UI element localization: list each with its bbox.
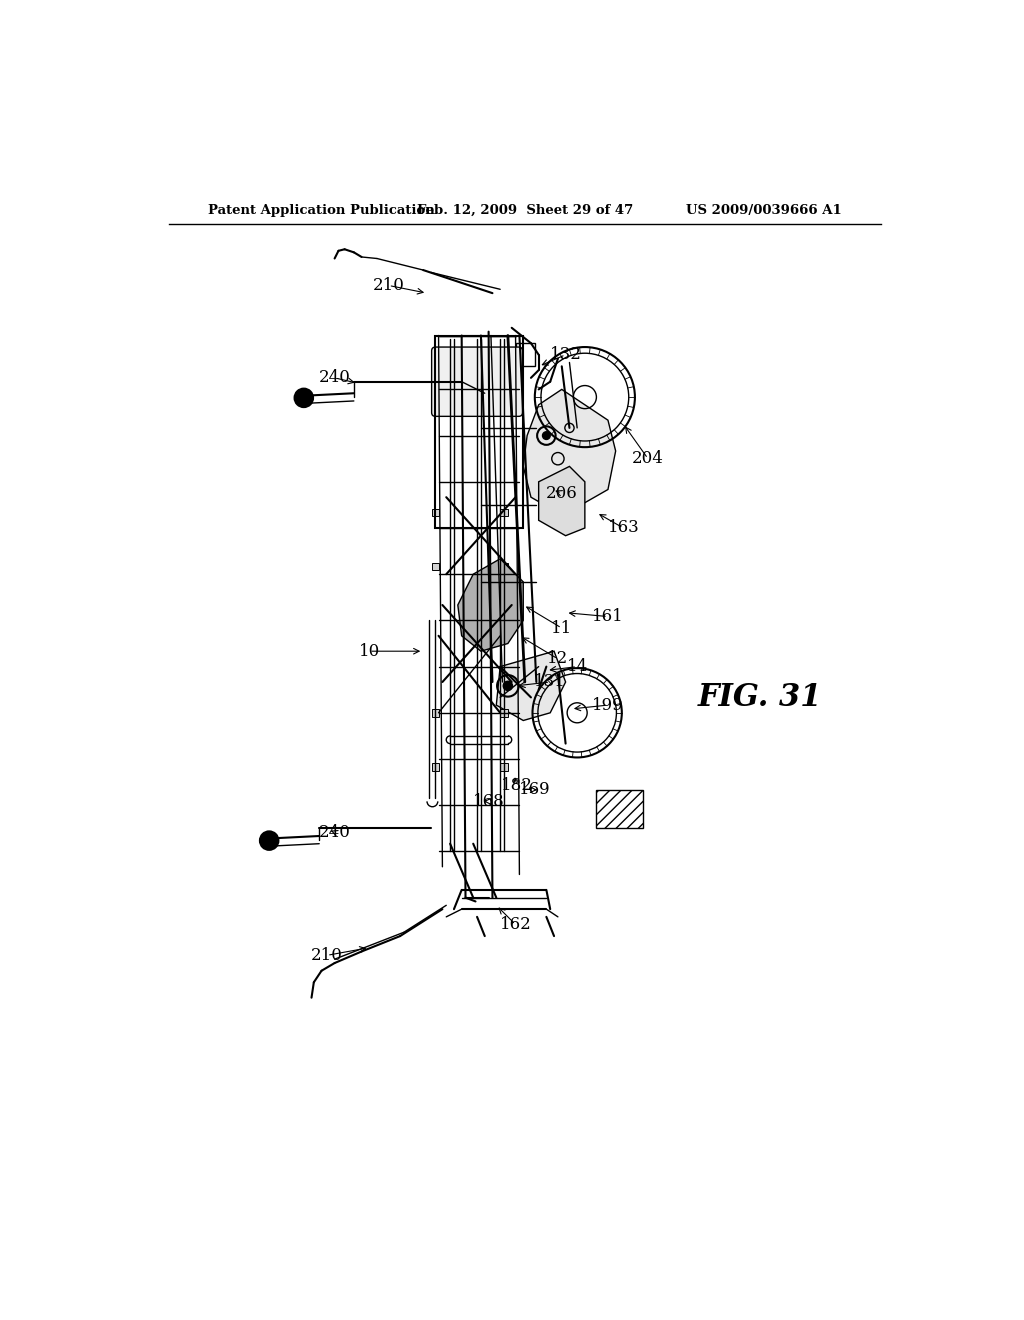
Text: 162: 162 <box>500 916 531 933</box>
Text: 14: 14 <box>566 659 588 675</box>
Text: 10: 10 <box>358 643 380 660</box>
Bar <box>500 508 508 516</box>
Text: 169: 169 <box>519 781 551 799</box>
Text: 206: 206 <box>546 484 578 502</box>
Text: US 2009/0039666 A1: US 2009/0039666 A1 <box>686 205 842 218</box>
FancyBboxPatch shape <box>432 347 522 416</box>
Bar <box>432 508 439 516</box>
Bar <box>432 763 439 771</box>
Text: 199: 199 <box>592 697 624 714</box>
Text: 11: 11 <box>551 619 572 636</box>
Polygon shape <box>523 389 615 512</box>
Bar <box>432 562 439 570</box>
Polygon shape <box>539 466 585 536</box>
Text: Patent Application Publication: Patent Application Publication <box>208 205 434 218</box>
Bar <box>500 709 508 717</box>
Text: 210: 210 <box>373 277 404 294</box>
Circle shape <box>543 432 550 440</box>
Polygon shape <box>458 558 523 651</box>
Text: 168: 168 <box>473 793 505 810</box>
Text: Feb. 12, 2009  Sheet 29 of 47: Feb. 12, 2009 Sheet 29 of 47 <box>417 205 633 218</box>
Text: 161: 161 <box>592 609 624 626</box>
Text: 132: 132 <box>550 346 582 363</box>
Text: 163: 163 <box>607 520 639 536</box>
Text: 182: 182 <box>501 777 534 795</box>
Text: 12: 12 <box>547 651 568 668</box>
Text: 240: 240 <box>318 824 350 841</box>
Text: 240: 240 <box>318 370 350 387</box>
Text: 131: 131 <box>535 673 566 690</box>
Circle shape <box>295 388 313 407</box>
Polygon shape <box>497 651 565 721</box>
Text: FIG. 31: FIG. 31 <box>698 682 822 713</box>
Circle shape <box>260 832 279 850</box>
Bar <box>500 562 508 570</box>
Text: 204: 204 <box>632 450 664 467</box>
Bar <box>432 709 439 717</box>
Bar <box>500 763 508 771</box>
Polygon shape <box>596 789 643 829</box>
Text: 210: 210 <box>311 946 343 964</box>
Bar <box>515 343 535 367</box>
Circle shape <box>503 681 512 690</box>
